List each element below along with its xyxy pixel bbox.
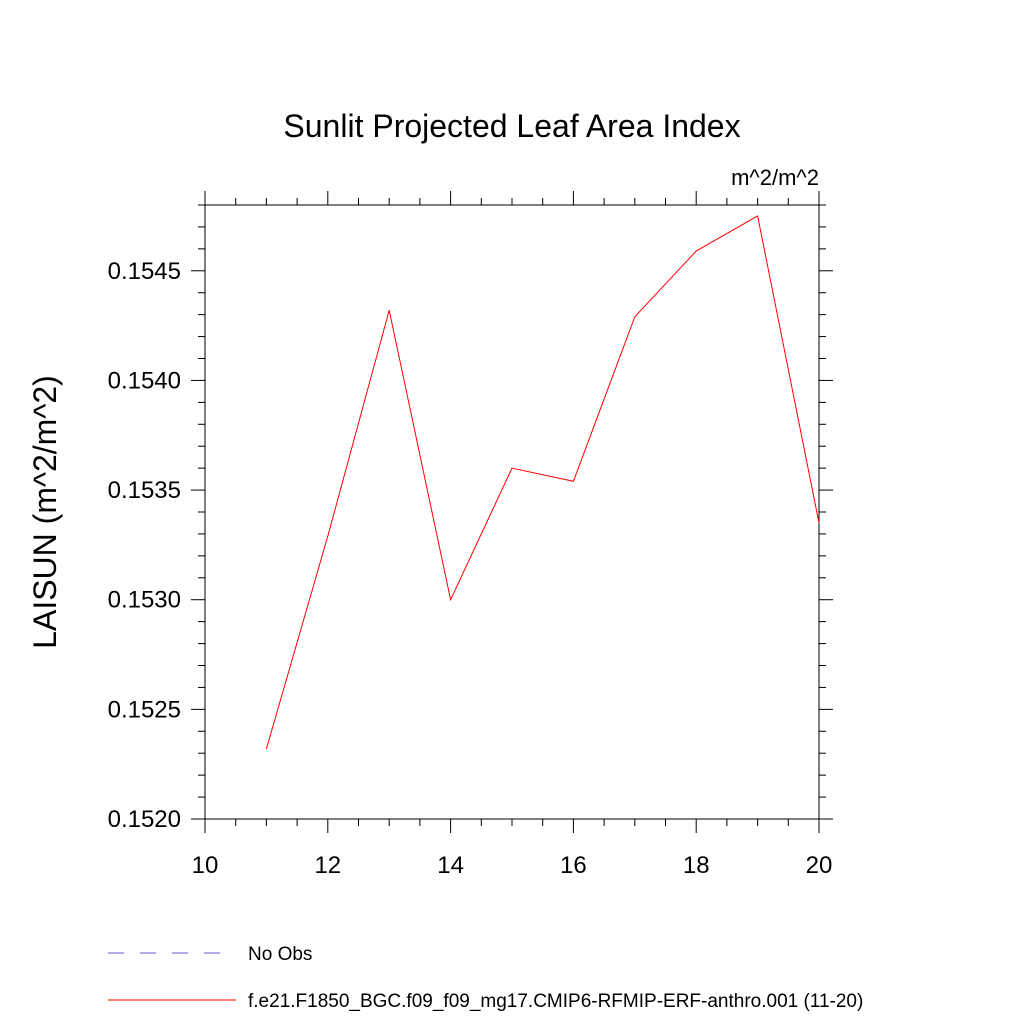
chart-title: Sunlit Projected Leaf Area Index [283,108,740,144]
y-tick-label: 0.1525 [108,696,181,723]
y-tick-label: 0.1540 [108,367,181,394]
y-tick-label: 0.1545 [108,258,181,285]
x-tick-label: 18 [683,852,710,879]
x-tick-label: 20 [806,852,833,879]
y-axis-label: LAISUN (m^2/m^2) [27,375,63,649]
x-tick-label: 10 [192,852,219,879]
units-label: m^2/m^2 [731,165,819,190]
series-line [265,215,820,749]
y-tick-label: 0.1520 [108,806,181,833]
legend-label: No Obs [248,944,312,965]
plot-frame [204,204,820,820]
y-ticks: 0.1520 0.1525 0.1530 0.1535 0.1540 0.1545 [108,204,833,833]
x-ticks: 10 12 14 16 18 20 [192,191,833,879]
x-tick-label: 16 [560,852,587,879]
x-tick-label: 12 [314,852,341,879]
x-tick-label: 14 [437,852,464,879]
y-tick-label: 0.1535 [108,477,181,504]
series-layer [265,215,820,749]
legend: No Obs f.e21.F1850_BGC.f09_f09_mg17.CMIP6… [108,944,863,1012]
legend-label: f.e21.F1850_BGC.f09_f09_mg17.CMIP6-RFMIP… [248,991,863,1012]
y-tick-label: 0.1530 [108,587,181,614]
